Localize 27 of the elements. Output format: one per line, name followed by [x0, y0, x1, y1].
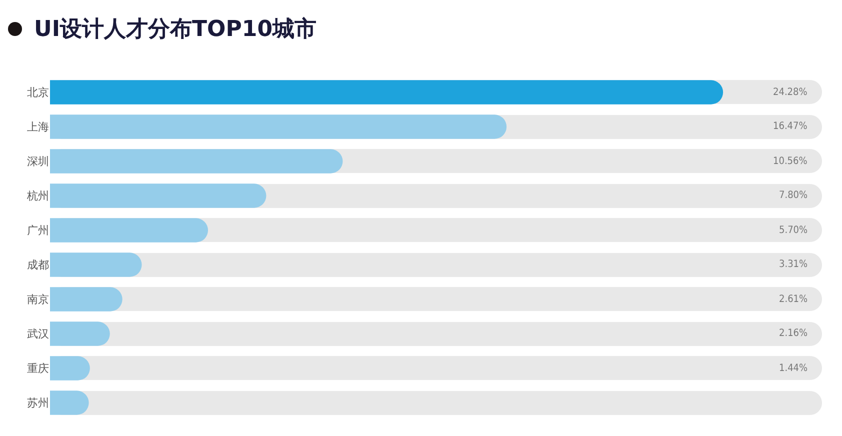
bar [50, 356, 90, 380]
y-tick-label: 苏州 [27, 396, 49, 410]
data-label: 5.70% [779, 225, 808, 236]
y-tick-label: 上海 [27, 120, 49, 134]
y-tick-label: 深圳 [27, 155, 49, 168]
y-tick-label: 重庆 [27, 362, 49, 376]
bar [50, 287, 122, 312]
y-tick-label: 武汉 [27, 328, 49, 341]
bar [50, 252, 142, 277]
chart-title: UI设计人才分布TOP10城市 [34, 16, 316, 44]
y-tick-label: 北京 [27, 86, 49, 100]
bar [50, 218, 208, 242]
data-label: 2.16% [779, 328, 808, 339]
data-label: 10.56% [773, 156, 808, 167]
y-tick-label: 广州 [27, 224, 49, 238]
y-tick-label: 杭州 [26, 190, 49, 203]
y-tick-label: 成都 [27, 258, 49, 272]
data-label: 24.28% [773, 87, 808, 98]
data-label: 1.44% [779, 363, 808, 374]
data-label: 3.31% [779, 259, 808, 270]
data-label: 7.80% [779, 190, 808, 201]
bar [50, 390, 89, 415]
data-label: 2.61% [779, 294, 808, 305]
bar [50, 322, 110, 346]
data-label: 16.47% [773, 121, 808, 132]
y-tick-label: 南京 [27, 293, 49, 306]
bar [50, 184, 266, 208]
